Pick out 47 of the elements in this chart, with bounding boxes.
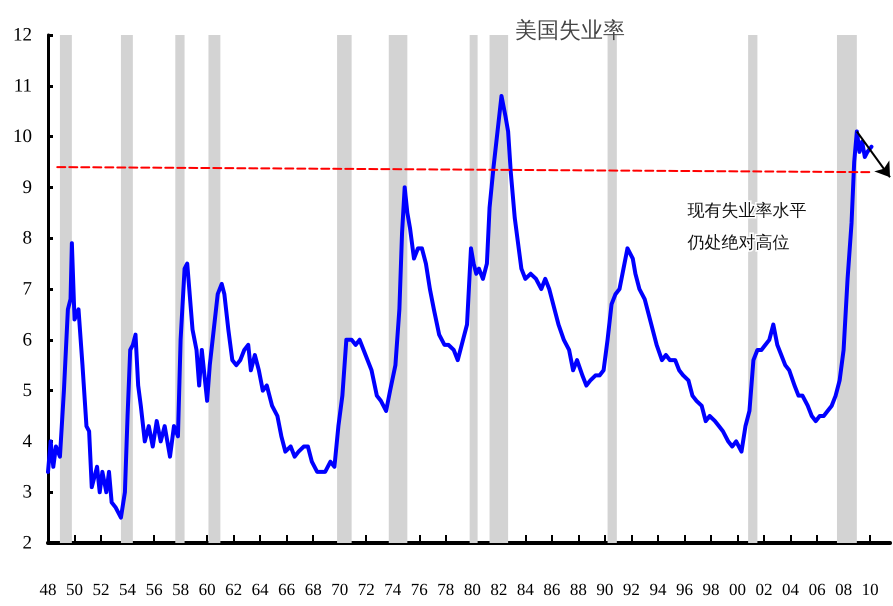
x-tick-label: 72 [358, 580, 375, 599]
x-tick-label: 62 [225, 580, 242, 599]
x-tick-label: 48 [40, 580, 56, 599]
annotation: 现有失业率水平 [688, 201, 806, 221]
x-tick-label: 80 [464, 580, 481, 599]
x-tick-label: 56 [146, 580, 163, 599]
x-tick-label: 70 [331, 580, 348, 599]
x-tick-label: 08 [835, 580, 852, 599]
y-tick-label: 7 [22, 278, 32, 300]
x-tick-label: 52 [92, 580, 110, 599]
x-tick-label: 58 [172, 580, 190, 599]
x-tick-label: 64 [252, 580, 270, 599]
y-tick-label: 8 [22, 228, 32, 249]
x-tick-label: 74 [384, 580, 402, 599]
y-tick-label: 5 [22, 380, 32, 402]
x-tick-label: 96 [676, 580, 693, 599]
line-series [46, 94, 874, 520]
y-tick-label: 10 [13, 126, 32, 148]
x-tick-label: 90 [596, 580, 614, 599]
x-tick-label: 68 [304, 580, 322, 599]
x-tick-label: 60 [198, 580, 216, 599]
y-tick-label: 3 [22, 482, 32, 503]
y-tick-label: 12 [13, 24, 32, 46]
x-tick-label: 54 [119, 580, 137, 599]
x-tick-label: 10 [862, 580, 879, 599]
y-tick-label: 2 [22, 532, 32, 554]
x-tick-label: 94 [649, 580, 667, 599]
chart-title: 美国失业率 [515, 18, 625, 42]
x-tick-label: 66 [278, 580, 296, 599]
x-tick-label: 50 [66, 580, 84, 599]
y-tick-label: 6 [22, 329, 32, 350]
x-tick-label: 06 [808, 580, 826, 599]
annotation: 仍处绝对高位 [686, 233, 790, 253]
x-tick-label: 84 [516, 580, 534, 599]
x-tick-label: 76 [410, 580, 428, 599]
x-tick-label: 98 [702, 580, 720, 599]
x-tick-label: 00 [729, 580, 746, 599]
y-tick-label: 4 [22, 430, 32, 452]
x-tick-label: 78 [437, 580, 454, 599]
x-tick-label: 92 [622, 580, 640, 599]
x-tick-label: 86 [543, 580, 560, 599]
y-tick-label: 11 [14, 75, 32, 96]
y-tick-label: 9 [22, 176, 32, 198]
x-tick-label: 82 [490, 580, 508, 599]
x-tick-label: 88 [570, 580, 587, 599]
x-tick-label: 04 [782, 580, 800, 599]
x-tick-label: 02 [756, 580, 773, 599]
